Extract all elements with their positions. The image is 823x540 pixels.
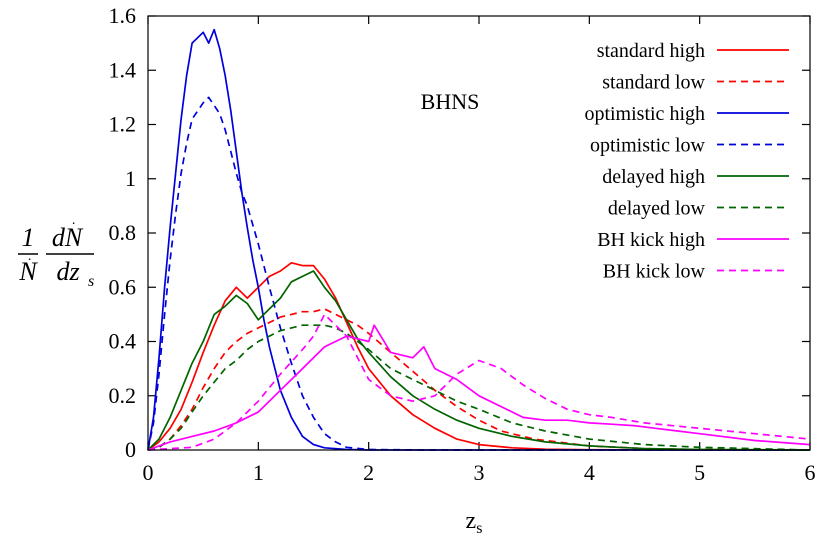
svg-text:s: s <box>88 273 94 290</box>
legend-label: standard low <box>602 72 705 94</box>
legend-label: BH kick high <box>597 229 705 251</box>
svg-text:dN: dN <box>52 223 84 252</box>
chart-annotation: BHNS <box>421 89 480 114</box>
y-tick-label: 1.2 <box>109 112 137 137</box>
y-tick-label: 0.8 <box>109 220 137 245</box>
svg-text:.: . <box>28 249 32 264</box>
legend-label: optimistic high <box>584 103 705 125</box>
svg-text:1: 1 <box>22 223 35 252</box>
legend-label: delayed high <box>602 166 705 188</box>
series-line-bh-kick-high <box>147 324 811 451</box>
x-tick-label: 3 <box>474 460 485 485</box>
y-tick-label: 0 <box>125 437 136 462</box>
svg-text:.: . <box>72 213 76 228</box>
series-line-optimistic-high <box>147 28 810 451</box>
x-tick-label: 0 <box>143 460 154 485</box>
legend-label: standard high <box>597 40 705 62</box>
legend-label: optimistic low <box>590 135 706 157</box>
svg-text:dz: dz <box>56 257 79 286</box>
y-tick-label: 1.4 <box>109 57 137 82</box>
y-tick-label: 1.6 <box>109 3 137 28</box>
legend-label: BH kick low <box>603 261 706 283</box>
x-tick-label: 5 <box>694 460 705 485</box>
series-line-delayed-high <box>147 270 811 451</box>
legend: standard high standard low optimistic high… <box>584 40 789 283</box>
x-tick-label: 6 <box>805 460 816 485</box>
plot-frame <box>147 15 811 451</box>
series-line-standard-high <box>147 261 810 451</box>
x-tick-label: 2 <box>363 460 374 485</box>
x-axis-label: zs <box>466 508 483 537</box>
svg-text:N: N <box>18 257 38 286</box>
legend-label: delayed low <box>608 198 706 220</box>
y-tick-label: 0.4 <box>109 329 137 354</box>
x-tick-label: 1 <box>253 460 264 485</box>
y-tick-label: 0.2 <box>109 383 137 408</box>
y-tick-label: 1 <box>125 166 136 191</box>
y-tick-label: 0.6 <box>109 274 137 299</box>
series-line-optimistic-low <box>147 96 810 451</box>
series-line-standard-low <box>147 308 811 451</box>
y-axis-label: 1 N . dN . dz s <box>18 213 94 290</box>
series-line-bh-kick-low <box>147 313 811 451</box>
x-tick-label: 4 <box>584 460 595 485</box>
series-line-delayed-low <box>147 324 811 451</box>
